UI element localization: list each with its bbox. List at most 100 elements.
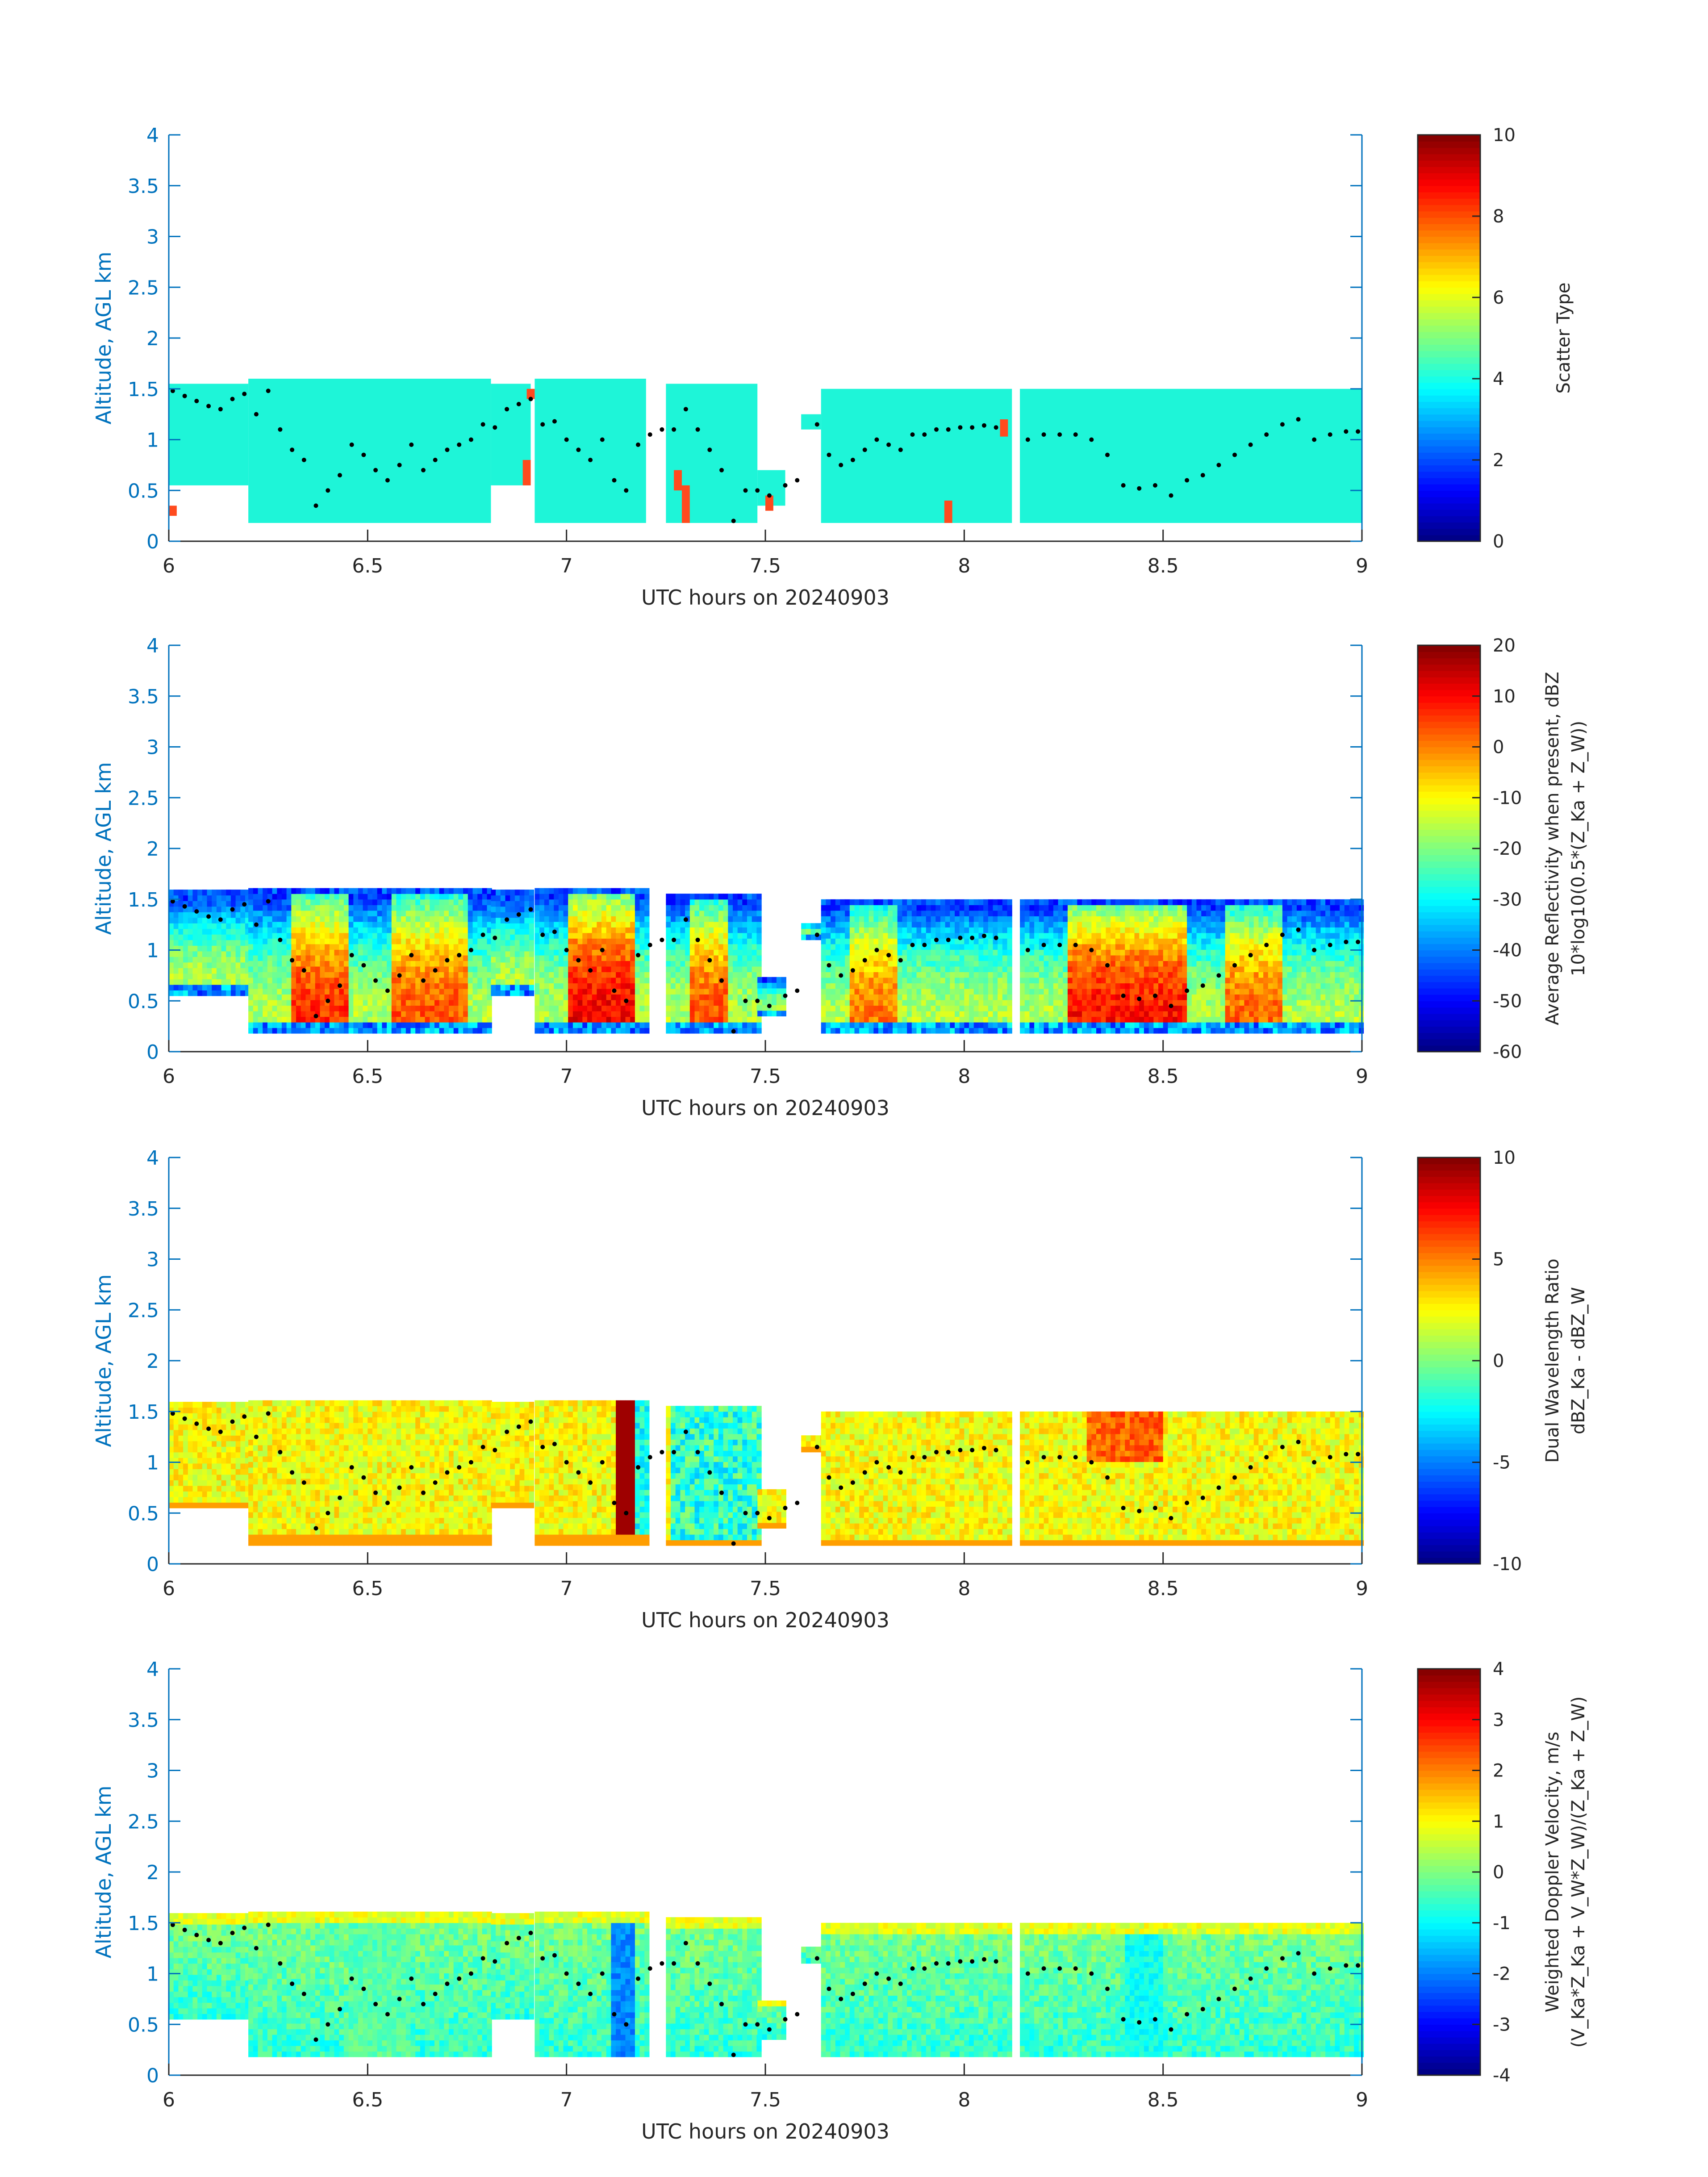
heatmap-cell	[1007, 916, 1012, 922]
heatmap-cell	[410, 916, 416, 922]
heatmap-cell	[582, 932, 588, 939]
heatmap-cell	[964, 1011, 969, 1017]
heatmap-cell	[482, 977, 488, 983]
heatmap-cell	[772, 982, 777, 989]
heatmap-cell	[1034, 1005, 1040, 1011]
heatmap-cell	[959, 899, 965, 905]
heatmap-cell	[477, 1011, 483, 1017]
cloud-top-dot	[588, 458, 593, 462]
heatmap-cell	[563, 949, 568, 956]
heatmap-cell	[212, 928, 217, 935]
heatmap-cell	[666, 910, 671, 916]
heatmap-cell	[718, 955, 724, 961]
heatmap-cell	[425, 916, 430, 922]
heatmap-cell	[835, 977, 841, 983]
heatmap-cell	[950, 1000, 955, 1006]
heatmap-cell	[969, 1011, 974, 1017]
heatmap-cell	[539, 1011, 545, 1017]
heatmap-cell	[926, 927, 931, 933]
heatmap-cell	[931, 944, 936, 950]
heatmap-cell	[1158, 927, 1164, 933]
heatmap-cell	[343, 994, 349, 1000]
heatmap-cell	[728, 905, 733, 911]
heatmap-cell	[1158, 1000, 1164, 1006]
heatmap-cell	[873, 1022, 879, 1028]
heatmap-cell	[487, 944, 492, 950]
heatmap-cell	[1007, 927, 1012, 933]
heatmap-cell	[477, 921, 483, 928]
heatmap-cell	[675, 966, 681, 972]
heatmap-cell	[363, 955, 368, 961]
heatmap-cell	[1153, 905, 1159, 911]
heatmap-cell	[945, 1028, 950, 1034]
heatmap-cell	[263, 955, 268, 961]
heatmap-cell	[950, 1011, 955, 1017]
heatmap-cell	[463, 966, 468, 972]
heatmap-cell	[639, 888, 645, 894]
heatmap-cell	[821, 961, 826, 967]
heatmap-cell	[756, 972, 762, 978]
heatmap-cell	[1024, 983, 1030, 989]
colorbar-swatch	[1418, 439, 1480, 447]
heatmap-cell	[921, 1028, 927, 1034]
heatmap-cell	[709, 899, 714, 905]
heatmap-cell	[1048, 932, 1054, 939]
colorbar-swatch	[1418, 414, 1480, 421]
heatmap-cell	[212, 984, 217, 990]
heatmap-cell	[821, 1028, 826, 1034]
heatmap-cell	[226, 895, 231, 901]
heatmap-cell	[1096, 1011, 1102, 1017]
heatmap-cell	[969, 927, 974, 933]
heatmap-cell	[859, 994, 864, 1000]
heatmap-cell	[334, 961, 339, 967]
heatmap-cell	[410, 888, 416, 894]
heatmap-cell	[496, 940, 501, 946]
heatmap-cell	[535, 905, 540, 911]
heatmap-cell	[921, 988, 927, 994]
heatmap-cell	[1148, 905, 1154, 911]
heatmap-cell	[821, 1022, 826, 1028]
heatmap-cell	[396, 1022, 401, 1028]
heatmap-cell	[382, 932, 387, 939]
heatmap-cell	[572, 949, 578, 956]
colorbar-swatch	[1418, 325, 1480, 332]
heatmap-cell	[577, 899, 583, 905]
heatmap-cell	[644, 916, 650, 922]
heatmap-cell	[1002, 1016, 1008, 1023]
heatmap-cell	[430, 910, 435, 916]
heatmap-cell	[1168, 1016, 1173, 1023]
heatmap-cell	[253, 961, 259, 967]
heatmap-cell	[1063, 905, 1068, 911]
heatmap-cell	[245, 934, 251, 940]
heatmap-cell	[718, 949, 724, 956]
heatmap-cell	[510, 979, 515, 985]
heatmap-cell	[1115, 1005, 1121, 1011]
heatmap-cell	[310, 905, 316, 911]
heatmap-cell	[742, 994, 748, 1000]
heatmap-cell	[757, 988, 763, 994]
heatmap-cell	[1044, 1028, 1049, 1034]
heatmap-cell	[1158, 994, 1164, 1000]
heatmap-cell	[491, 895, 496, 901]
heatmap-cell	[396, 921, 401, 928]
heatmap-cell	[931, 1011, 936, 1017]
heatmap-cell	[544, 977, 550, 983]
heatmap-cell	[372, 910, 378, 916]
heatmap-cell	[1067, 1028, 1073, 1034]
heatmap-cell	[1115, 944, 1121, 950]
heatmap-cell	[291, 977, 296, 983]
heatmap-cell	[577, 961, 583, 967]
heatmap-cell	[178, 917, 184, 923]
heatmap-cell	[1168, 916, 1173, 922]
heatmap-cell	[630, 905, 635, 911]
heatmap-cell	[931, 1005, 936, 1011]
heatmap-cell	[505, 923, 510, 929]
heatmap-cell	[353, 927, 359, 933]
heatmap-cell	[671, 988, 676, 994]
heatmap-cell	[714, 927, 719, 933]
heatmap-cell	[529, 895, 535, 901]
heatmap-cell	[281, 977, 287, 983]
heatmap-cell	[291, 899, 296, 905]
heatmap-cell	[430, 983, 435, 989]
heatmap-cell	[728, 927, 733, 933]
